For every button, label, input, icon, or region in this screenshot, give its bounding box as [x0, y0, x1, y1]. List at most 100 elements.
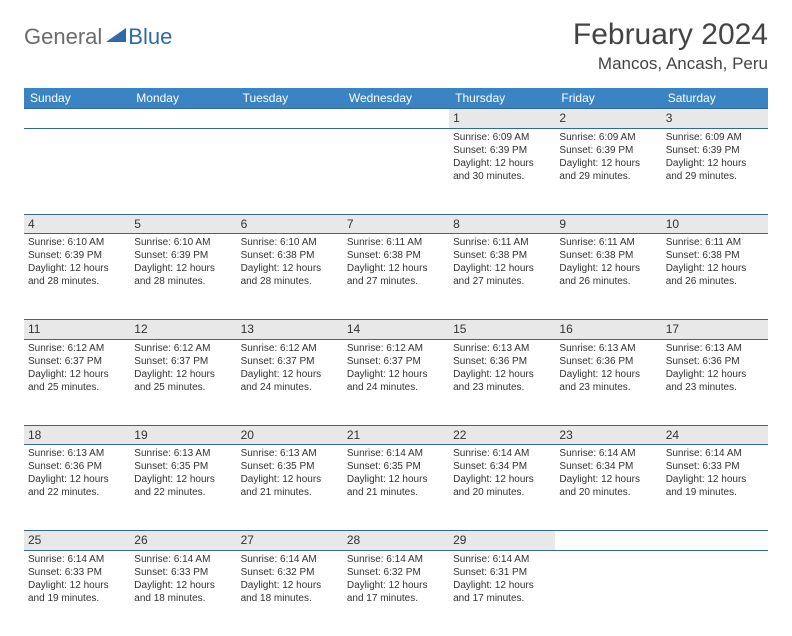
daynum-cell: 29 [449, 531, 555, 551]
day-number: 26 [134, 533, 147, 547]
day-cell: Sunrise: 6:09 AMSunset: 6:39 PMDaylight:… [662, 128, 768, 214]
daynum-cell [555, 531, 661, 551]
daylight-line: Daylight: 12 hours and 28 minutes. [28, 262, 126, 288]
daylight-line: Daylight: 12 hours and 20 minutes. [559, 473, 657, 499]
day-number: 24 [666, 428, 679, 442]
location-text: Mancos, Ancash, Peru [573, 54, 768, 74]
day-cell: Sunrise: 6:11 AMSunset: 6:38 PMDaylight:… [343, 234, 449, 320]
daynum-cell: 17 [662, 320, 768, 340]
daylight-line: Daylight: 12 hours and 27 minutes. [453, 262, 551, 288]
title-block: February 2024 Mancos, Ancash, Peru [573, 18, 768, 74]
day-number: 25 [28, 533, 41, 547]
day-number: 12 [134, 322, 147, 336]
day-cell: Sunrise: 6:11 AMSunset: 6:38 PMDaylight:… [555, 234, 661, 320]
brand-triangle-icon [106, 26, 128, 49]
day-number: 14 [347, 322, 360, 336]
weekday-header: Sunday [24, 88, 130, 109]
day-cell [24, 128, 130, 214]
calendar-table: SundayMondayTuesdayWednesdayThursdayFrid… [24, 88, 768, 636]
brand-text-2: Blue [128, 24, 172, 50]
day-cell: Sunrise: 6:14 AMSunset: 6:33 PMDaylight:… [130, 550, 236, 636]
sunrise-line: Sunrise: 6:13 AM [28, 447, 126, 460]
daynum-cell [343, 109, 449, 129]
day-number: 6 [241, 217, 248, 231]
day-cell: Sunrise: 6:11 AMSunset: 6:38 PMDaylight:… [449, 234, 555, 320]
daynum-row: 123 [24, 109, 768, 129]
day-number: 10 [666, 217, 679, 231]
day-number: 21 [347, 428, 360, 442]
daylight-line: Daylight: 12 hours and 21 minutes. [347, 473, 445, 499]
daynum-cell [662, 531, 768, 551]
sunset-line: Sunset: 6:32 PM [241, 566, 339, 579]
day-cell: Sunrise: 6:13 AMSunset: 6:35 PMDaylight:… [237, 445, 343, 531]
daylight-line: Daylight: 12 hours and 29 minutes. [559, 157, 657, 183]
day-cell: Sunrise: 6:14 AMSunset: 6:32 PMDaylight:… [237, 550, 343, 636]
daylight-line: Daylight: 12 hours and 22 minutes. [134, 473, 232, 499]
content-row: Sunrise: 6:10 AMSunset: 6:39 PMDaylight:… [24, 234, 768, 320]
sunrise-line: Sunrise: 6:14 AM [453, 447, 551, 460]
daylight-line: Daylight: 12 hours and 18 minutes. [134, 579, 232, 605]
day-cell [555, 550, 661, 636]
daynum-cell: 14 [343, 320, 449, 340]
sunrise-line: Sunrise: 6:14 AM [347, 553, 445, 566]
daylight-line: Daylight: 12 hours and 26 minutes. [559, 262, 657, 288]
weekday-header: Thursday [449, 88, 555, 109]
daynum-cell: 12 [130, 320, 236, 340]
day-cell: Sunrise: 6:10 AMSunset: 6:39 PMDaylight:… [130, 234, 236, 320]
day-cell: Sunrise: 6:12 AMSunset: 6:37 PMDaylight:… [130, 339, 236, 425]
daylight-line: Daylight: 12 hours and 25 minutes. [28, 368, 126, 394]
day-cell: Sunrise: 6:13 AMSunset: 6:35 PMDaylight:… [130, 445, 236, 531]
daylight-line: Daylight: 12 hours and 25 minutes. [134, 368, 232, 394]
daylight-line: Daylight: 12 hours and 29 minutes. [666, 157, 764, 183]
daynum-cell: 22 [449, 425, 555, 445]
sunset-line: Sunset: 6:38 PM [559, 249, 657, 262]
daylight-line: Daylight: 12 hours and 27 minutes. [347, 262, 445, 288]
brand-text-1: General [24, 24, 102, 50]
day-cell: Sunrise: 6:14 AMSunset: 6:33 PMDaylight:… [24, 550, 130, 636]
sunset-line: Sunset: 6:35 PM [241, 460, 339, 473]
weekday-header-row: SundayMondayTuesdayWednesdayThursdayFrid… [24, 88, 768, 109]
day-cell: Sunrise: 6:14 AMSunset: 6:32 PMDaylight:… [343, 550, 449, 636]
sunrise-line: Sunrise: 6:10 AM [241, 236, 339, 249]
sunrise-line: Sunrise: 6:12 AM [28, 342, 126, 355]
sunset-line: Sunset: 6:37 PM [134, 355, 232, 368]
sunset-line: Sunset: 6:38 PM [666, 249, 764, 262]
daylight-line: Daylight: 12 hours and 19 minutes. [28, 579, 126, 605]
sunset-line: Sunset: 6:39 PM [28, 249, 126, 262]
day-number: 5 [134, 217, 141, 231]
day-number: 19 [134, 428, 147, 442]
sunset-line: Sunset: 6:39 PM [134, 249, 232, 262]
day-number: 2 [559, 111, 566, 125]
sunrise-line: Sunrise: 6:09 AM [453, 131, 551, 144]
sunset-line: Sunset: 6:38 PM [347, 249, 445, 262]
day-cell: Sunrise: 6:13 AMSunset: 6:36 PMDaylight:… [662, 339, 768, 425]
sunset-line: Sunset: 6:37 PM [28, 355, 126, 368]
day-cell: Sunrise: 6:14 AMSunset: 6:31 PMDaylight:… [449, 550, 555, 636]
day-number: 15 [453, 322, 466, 336]
daynum-cell: 4 [24, 214, 130, 234]
day-cell [130, 128, 236, 214]
weekday-header: Monday [130, 88, 236, 109]
day-number: 11 [28, 322, 40, 336]
daynum-cell: 6 [237, 214, 343, 234]
daynum-cell: 13 [237, 320, 343, 340]
daynum-row: 18192021222324 [24, 425, 768, 445]
sunrise-line: Sunrise: 6:12 AM [347, 342, 445, 355]
header: General Blue February 2024 Mancos, Ancas… [24, 18, 768, 74]
daynum-row: 45678910 [24, 214, 768, 234]
weekday-header: Tuesday [237, 88, 343, 109]
sunset-line: Sunset: 6:36 PM [28, 460, 126, 473]
daynum-row: 11 12 13 14 15 1617 [24, 320, 768, 340]
sunset-line: Sunset: 6:35 PM [134, 460, 232, 473]
content-row: Sunrise: 6:12 AMSunset: 6:37 PMDaylight:… [24, 339, 768, 425]
day-cell: Sunrise: 6:09 AMSunset: 6:39 PMDaylight:… [449, 128, 555, 214]
sunrise-line: Sunrise: 6:14 AM [241, 553, 339, 566]
day-number: 27 [241, 533, 254, 547]
daylight-line: Daylight: 12 hours and 24 minutes. [241, 368, 339, 394]
daynum-cell: 16 [555, 320, 661, 340]
sunrise-line: Sunrise: 6:11 AM [347, 236, 445, 249]
sunset-line: Sunset: 6:31 PM [453, 566, 551, 579]
daylight-line: Daylight: 12 hours and 23 minutes. [453, 368, 551, 394]
day-cell: Sunrise: 6:13 AMSunset: 6:36 PMDaylight:… [24, 445, 130, 531]
sunrise-line: Sunrise: 6:14 AM [666, 447, 764, 460]
